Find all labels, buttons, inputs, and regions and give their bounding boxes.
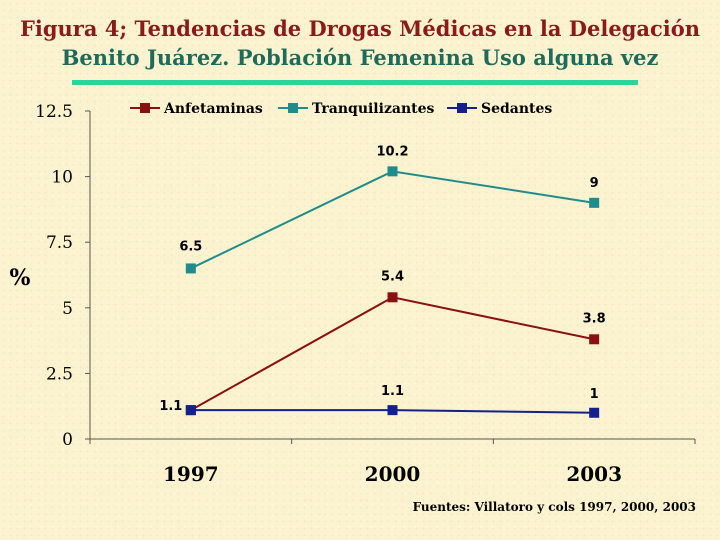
data-point xyxy=(589,334,600,345)
chart-title: Figura 4; Tendencias de Drogas Médicas e… xyxy=(0,14,720,72)
data-label: 9 xyxy=(590,176,599,191)
data-point xyxy=(589,407,600,418)
title-line-2: Benito Juárez. Población Femenina Uso al… xyxy=(61,45,659,70)
source-note: Fuentes: Villatoro y cols 1997, 2000, 20… xyxy=(412,500,696,514)
y-tick-label: 2.5 xyxy=(46,364,73,384)
y-tick-label: 5 xyxy=(62,299,73,319)
x-tick-label: 2003 xyxy=(566,462,622,486)
data-label: 10.2 xyxy=(376,144,408,159)
data-point xyxy=(185,405,196,416)
data-point xyxy=(589,197,600,208)
x-tick-label: 1997 xyxy=(163,462,219,486)
legend-label: Sedantes xyxy=(481,101,552,117)
y-tick-label: 10 xyxy=(51,168,73,188)
title-line-1: Figura 4; Tendencias de Drogas Médicas e… xyxy=(19,16,701,41)
data-label: 1.1 xyxy=(159,399,182,414)
data-label: 5.4 xyxy=(381,269,404,284)
data-point xyxy=(387,292,398,303)
legend-swatch-marker xyxy=(140,103,150,113)
legend-swatch-marker xyxy=(288,103,298,113)
x-tick-label: 2000 xyxy=(365,462,421,486)
y-tick-label: 12.5 xyxy=(35,102,73,122)
legend-label: Anfetaminas xyxy=(163,101,263,117)
y-axis-label: % xyxy=(10,265,31,291)
data-label: 1 xyxy=(590,387,599,402)
legend-swatch-marker xyxy=(457,103,467,113)
data-point xyxy=(185,263,196,274)
y-tick-label: 7.5 xyxy=(46,233,73,253)
data-label: 6.5 xyxy=(179,239,202,254)
data-point xyxy=(387,166,398,177)
data-point xyxy=(387,405,398,416)
y-tick-label: 0 xyxy=(62,430,73,450)
title-underline xyxy=(72,80,638,85)
data-label: 1.1 xyxy=(381,384,404,399)
data-label: 3.8 xyxy=(583,311,606,326)
series-line-1 xyxy=(190,170,595,270)
legend-label: Tranquilizantes xyxy=(312,101,435,117)
